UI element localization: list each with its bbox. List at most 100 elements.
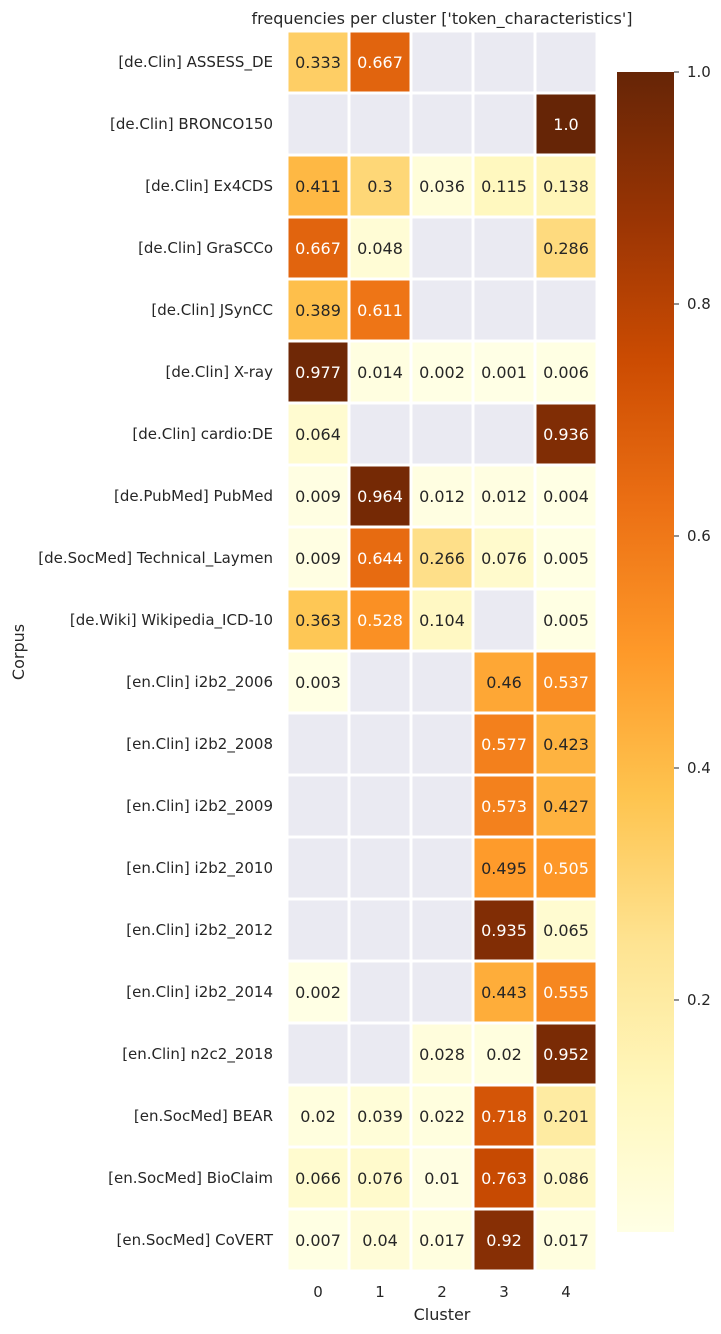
cell-value-label: 0.266 bbox=[419, 549, 465, 568]
heatmap-cell bbox=[350, 1086, 410, 1146]
heatmap-cell bbox=[412, 32, 472, 92]
cell-value-label: 0.667 bbox=[357, 53, 403, 72]
heatmap-cell bbox=[350, 900, 410, 960]
heatmap-cell bbox=[350, 590, 410, 650]
cell-value-label: 0.936 bbox=[543, 425, 589, 444]
cell-value-label: 0.065 bbox=[543, 921, 589, 940]
cell-value-label: 0.002 bbox=[419, 363, 465, 382]
heatmap-cell bbox=[474, 1148, 534, 1208]
row-label: [de.PubMed] PubMed bbox=[114, 487, 273, 505]
cell-value-label: 0.333 bbox=[295, 53, 341, 72]
heatmap-cell bbox=[412, 590, 472, 650]
heatmap-cell bbox=[288, 1086, 348, 1146]
heatmap-cell bbox=[412, 714, 472, 774]
row-label: [en.Clin] i2b2_2010 bbox=[126, 859, 273, 878]
cell-value-label: 0.201 bbox=[543, 1107, 589, 1126]
heatmap-cell bbox=[536, 94, 596, 154]
heatmap-cell bbox=[288, 32, 348, 92]
heatmap-cell bbox=[474, 590, 534, 650]
heatmap-cell bbox=[412, 776, 472, 836]
cell-value-label: 0.952 bbox=[543, 1045, 589, 1064]
heatmap-cell bbox=[288, 776, 348, 836]
cell-value-label: 0.028 bbox=[419, 1045, 465, 1064]
cell-value-label: 0.022 bbox=[419, 1107, 465, 1126]
heatmap-cell bbox=[288, 94, 348, 154]
cell-value-label: 0.02 bbox=[300, 1107, 336, 1126]
heatmap-cell bbox=[412, 280, 472, 340]
heatmap-cell bbox=[412, 652, 472, 712]
heatmap-cell bbox=[288, 962, 348, 1022]
heatmap-cell bbox=[288, 838, 348, 898]
cell-value-label: 0.537 bbox=[543, 673, 589, 692]
heatmap-cell bbox=[474, 466, 534, 526]
heatmap-cell bbox=[474, 218, 534, 278]
cell-value-label: 0.555 bbox=[543, 983, 589, 1002]
heatmap-cell bbox=[350, 714, 410, 774]
heatmap-cell bbox=[536, 280, 596, 340]
row-labels: [de.Clin] ASSESS_DE [de.Clin] BRONCO150 [d… bbox=[38, 53, 274, 1249]
cell-value-label: 0.006 bbox=[543, 363, 589, 382]
heatmap-cell bbox=[474, 404, 534, 464]
heatmap-cell bbox=[536, 342, 596, 402]
heatmap-cell bbox=[536, 1024, 596, 1084]
cell-value-label: 0.718 bbox=[481, 1107, 527, 1126]
heatmap-cell bbox=[536, 156, 596, 216]
cell-value-label: 0.443 bbox=[481, 983, 527, 1002]
row-label: [de.Clin] BRONCO150 bbox=[110, 115, 273, 133]
cell-value-label: 0.427 bbox=[543, 797, 589, 816]
heatmap-cell bbox=[474, 528, 534, 588]
cell-value-label: 0.003 bbox=[295, 673, 341, 692]
cell-value-label: 0.01 bbox=[424, 1169, 460, 1188]
cell-value-label: 0.573 bbox=[481, 797, 527, 816]
heatmap-cell bbox=[350, 962, 410, 1022]
heatmap-cell bbox=[350, 776, 410, 836]
cell-value-label: 0.004 bbox=[543, 487, 589, 506]
heatmap-cell bbox=[474, 32, 534, 92]
heatmap-cell bbox=[536, 900, 596, 960]
heatmap-cell bbox=[412, 94, 472, 154]
cell-value-label: 0.611 bbox=[357, 301, 403, 320]
heatmap-cell bbox=[474, 1024, 534, 1084]
cell-value-label: 0.138 bbox=[543, 177, 589, 196]
heatmap-cell bbox=[536, 404, 596, 464]
cell-value-label: 0.036 bbox=[419, 177, 465, 196]
colorbar-tick-label: 0.6 bbox=[687, 527, 711, 545]
cell-value-label: 0.964 bbox=[357, 487, 403, 506]
row-label: [en.Clin] i2b2_2006 bbox=[126, 673, 273, 692]
cell-value-label: 0.076 bbox=[357, 1169, 403, 1188]
heatmap-cell bbox=[288, 528, 348, 588]
heatmap-cell bbox=[350, 1148, 410, 1208]
heatmap-cell bbox=[474, 1086, 534, 1146]
heatmap-cell bbox=[474, 280, 534, 340]
cell-value-label: 0.005 bbox=[543, 611, 589, 630]
heatmap-cell bbox=[288, 156, 348, 216]
heatmap-cell bbox=[350, 32, 410, 92]
colorbar-ticks: 0.2 0.4 0.6 0.8 1.0 bbox=[674, 63, 711, 1009]
row-label: [en.Clin] i2b2_2014 bbox=[126, 983, 273, 1002]
heatmap-cell bbox=[350, 404, 410, 464]
row-label: [de.Clin] GraSCCo bbox=[138, 239, 273, 257]
heatmap-cell bbox=[412, 528, 472, 588]
cell-value-label: 0.02 bbox=[486, 1045, 522, 1064]
heatmap-cell bbox=[288, 714, 348, 774]
heatmap-cell bbox=[350, 466, 410, 526]
heatmap-cell bbox=[536, 776, 596, 836]
cell-value-label: 0.528 bbox=[357, 611, 403, 630]
heatmap-cell bbox=[288, 404, 348, 464]
cell-value-label: 0.577 bbox=[481, 735, 527, 754]
heatmap-cell bbox=[350, 94, 410, 154]
heatmap-cell bbox=[350, 528, 410, 588]
row-label: [de.Clin] cardio:DE bbox=[132, 425, 273, 443]
heatmap-cell bbox=[474, 1210, 534, 1270]
colorbar-tick-label: 0.2 bbox=[687, 991, 711, 1009]
row-label: [en.SocMed] CoVERT bbox=[117, 1231, 274, 1249]
heatmap-cell bbox=[474, 94, 534, 154]
heatmap-cells: 0.333 0.667 1.0 0.411 0.3 0.036 0.115 0.138 0.66… bbox=[288, 32, 596, 1270]
heatmap-cell bbox=[474, 900, 534, 960]
row-label: [de.Clin] Ex4CDS bbox=[145, 177, 273, 195]
cell-value-label: 0.002 bbox=[295, 983, 341, 1002]
cell-value-label: 0.076 bbox=[481, 549, 527, 568]
row-label: [en.Clin] i2b2_2008 bbox=[126, 735, 273, 754]
heatmap-cell bbox=[536, 1148, 596, 1208]
heatmap-cell bbox=[288, 342, 348, 402]
